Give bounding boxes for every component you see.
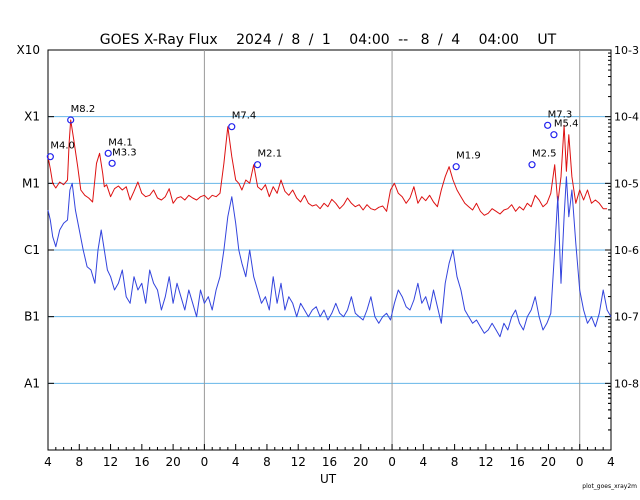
class-label-b1: B1 — [24, 310, 40, 324]
title-end-month: 8 — [421, 32, 430, 48]
flare-marker — [104, 149, 112, 157]
flux-label: 10-8 — [614, 377, 639, 390]
class-label-a1: A1 — [24, 376, 40, 390]
title-end-day: 4 — [451, 32, 460, 48]
flux-label: 10-4 — [614, 111, 639, 124]
title-start-month: 8 — [291, 32, 300, 48]
time-tick-label: 4 — [232, 455, 240, 469]
chart-title: GOES X-Ray Flux 2024 / 8 / 1 04:00 -- 8 … — [100, 32, 557, 48]
class-label-x10: X10 — [17, 43, 41, 57]
flux-label: 10-7 — [614, 311, 639, 324]
series-group — [47, 119, 612, 338]
flare-class-axis: X10 X1 M1 C1 B1 A1 — [17, 43, 54, 390]
title-start-day: 1 — [322, 32, 331, 48]
time-tick-label: 8 — [451, 455, 459, 469]
title-start-year: 2024 — [236, 32, 272, 48]
title-end-time: 04:00 — [479, 32, 519, 48]
flare-marker — [108, 159, 116, 167]
time-tick-label: 20 — [353, 455, 368, 469]
title-name: GOES X-Ray Flux — [100, 32, 218, 48]
class-label-x1: X1 — [24, 110, 40, 124]
flux-axis: 10-3 10-4 10-5 10-6 10-7 10-8 — [605, 44, 639, 431]
flux-label: 10-6 — [614, 244, 639, 257]
flare-marker — [253, 161, 262, 169]
flare-marker — [46, 153, 54, 161]
flare-label: M2.5 — [532, 149, 557, 160]
time-tick-label: 8 — [263, 455, 271, 469]
flare-marker — [67, 116, 75, 124]
title-start-time: 04:00 — [349, 32, 389, 48]
time-tick-label: 4 — [607, 455, 615, 469]
time-tick-label: 20 — [541, 455, 556, 469]
time-tick-label: 20 — [165, 455, 180, 469]
flare-marker — [544, 121, 552, 129]
flare-markers: M4.0 M8.2 M4.1M3.3 M7.4 M2.1 M1.9 M2.5 M7.3M5.4 — [46, 104, 579, 171]
time-tick-label: 16 — [134, 455, 149, 469]
time-tick-label: 0 — [388, 455, 396, 469]
time-tick-label: 8 — [75, 455, 83, 469]
x-axis-label: UT — [320, 472, 337, 486]
time-tick-label: 4 — [44, 455, 52, 469]
class-label-c1: C1 — [24, 243, 40, 257]
flare-marker — [550, 131, 558, 139]
flare-label: M5.4 — [554, 119, 579, 130]
time-axis: 4 8 12 16 20 0 4 8 12 16 20 0 4 8 12 16 20 0 4 — [44, 444, 615, 469]
flare-marker — [452, 163, 460, 171]
flux-label: 10-5 — [614, 177, 639, 190]
class-label-m1: M1 — [22, 176, 40, 190]
time-tick-label: 0 — [201, 455, 209, 469]
time-tick-label: 16 — [510, 455, 525, 469]
flare-label: M7.4 — [232, 111, 257, 122]
time-tick-label: 12 — [291, 455, 306, 469]
flare-label: M8.2 — [71, 104, 96, 115]
title-unit: UT — [537, 32, 556, 48]
time-tick-label: 12 — [478, 455, 493, 469]
day-boundary-lines — [203, 50, 581, 450]
flare-label: M2.1 — [258, 149, 283, 160]
flare-label: M3.3 — [112, 147, 137, 158]
flux-label: 10-3 — [614, 44, 639, 57]
flare-label: M4.1 — [108, 137, 133, 148]
series-line-short — [47, 176, 612, 338]
flare-label: M4.0 — [50, 141, 75, 152]
flare-marker — [228, 123, 236, 131]
title-separator: -- — [398, 32, 408, 48]
time-tick-label: 12 — [103, 455, 118, 469]
time-tick-label: 4 — [420, 455, 428, 469]
time-tick-label: 0 — [576, 455, 584, 469]
flare-label: M1.9 — [456, 151, 481, 162]
credit-text: plot_goes_xray2m — [582, 483, 637, 490]
series-line-long — [47, 119, 608, 216]
flare-marker — [528, 161, 536, 169]
flare-label: M7.3 — [548, 109, 573, 120]
time-tick-label: 16 — [322, 455, 337, 469]
